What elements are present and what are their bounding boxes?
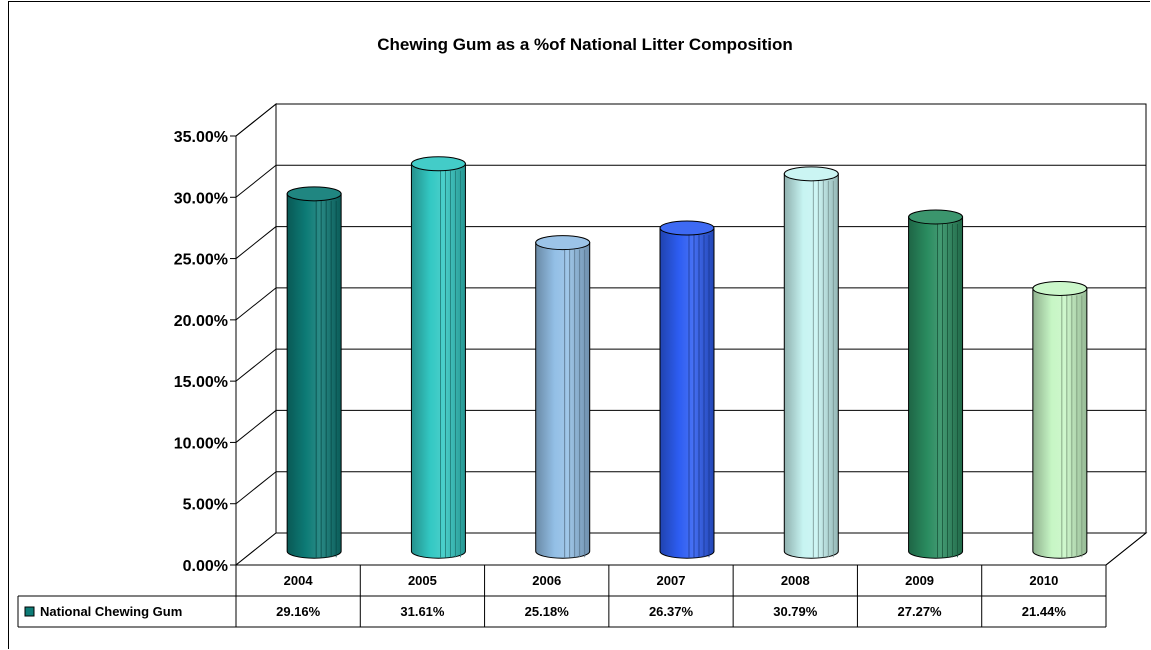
data-label: 26.37% [649, 604, 694, 619]
bar-top [908, 209, 964, 225]
bar-body [908, 216, 964, 559]
gridline-side [235, 164, 277, 198]
data-label: 29.16% [276, 604, 321, 619]
legend-key [24, 606, 35, 617]
bar-body [659, 227, 715, 559]
y-axis: 0.00% 5.00% 10.00% 15.00% 20.00% 25.00% 30.00%… [174, 129, 237, 575]
bar-body [1032, 287, 1088, 559]
category-label: 2005 [408, 573, 437, 588]
y-tick-label: 25.00% [174, 252, 228, 269]
bar-top [535, 235, 591, 251]
category-label: 2009 [905, 573, 934, 588]
category-label: 2008 [781, 573, 810, 588]
category-label: 2007 [657, 573, 686, 588]
bars [286, 156, 1088, 559]
bar-2007 [659, 220, 715, 559]
chart-svg: Chewing Gum as a %of National Litter Com… [17, 35, 1148, 628]
bar-body [535, 242, 591, 559]
y-tick-label: 0.00% [183, 558, 228, 575]
bar-2010 [1032, 280, 1088, 559]
bar-top [1032, 280, 1088, 296]
floor-edge [1105, 532, 1147, 566]
bar-2006 [535, 235, 591, 559]
bar-top [410, 156, 466, 172]
data-label: 21.44% [1022, 604, 1067, 619]
category-label: 2006 [532, 573, 561, 588]
series-name: National Chewing Gum [40, 604, 182, 619]
bar-body [286, 193, 342, 559]
bar-2004 [286, 186, 342, 559]
data-table: National Chewing Gum 2004 29.16% 2005 31.61%… [17, 532, 1147, 628]
gridline-side [235, 471, 277, 505]
category-label: 2010 [1029, 573, 1058, 588]
gridline-side [235, 287, 277, 321]
y-tick-label: 35.00% [174, 129, 228, 146]
data-label: 25.18% [525, 604, 570, 619]
category-label: 2004 [284, 573, 314, 588]
chart-frame: Chewing Gum as a %of National Litter Com… [8, 1, 1150, 649]
bar-body [410, 163, 466, 559]
y-tick-label: 10.00% [174, 435, 228, 452]
y-tick-label: 5.00% [183, 497, 228, 514]
data-label: 31.61% [400, 604, 445, 619]
bar-top [659, 220, 715, 236]
bar-2009 [908, 209, 964, 559]
gridline-side [235, 103, 277, 137]
data-label: 30.79% [773, 604, 818, 619]
side-wall [235, 102, 277, 567]
y-tick-label: 20.00% [174, 313, 228, 330]
gridline-side [235, 226, 277, 259]
bar-2005 [410, 156, 466, 559]
bar-2008 [783, 166, 839, 559]
gridline-side [235, 410, 277, 443]
y-tick-label: 15.00% [174, 374, 228, 391]
y-tick-label: 30.00% [174, 190, 228, 207]
bar-body [783, 173, 839, 559]
gridline-side [235, 348, 277, 382]
chart-title: Chewing Gum as a %of National Litter Com… [377, 35, 793, 54]
data-label: 27.27% [898, 604, 943, 619]
bar-top [286, 186, 342, 202]
bar-top [783, 166, 839, 182]
